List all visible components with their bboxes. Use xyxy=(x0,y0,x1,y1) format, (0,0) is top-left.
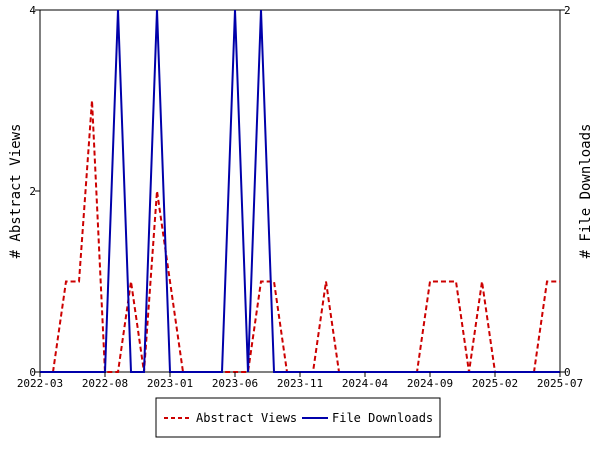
y-tick-label-left: 0 xyxy=(29,366,36,379)
x-axis: 2022-03 2022-08 2023-01 2023-06 2023-11 2024-… xyxy=(17,372,583,390)
legend-label-file-downloads: File Downloads xyxy=(332,411,433,425)
x-tick-label: 2023-06 xyxy=(212,377,258,390)
y-axis-left: 0 2 4 xyxy=(29,4,40,379)
legend: Abstract Views File Downloads xyxy=(155,397,441,438)
x-tick-label: 2024-04 xyxy=(342,377,389,390)
x-tick-label: 2024-09 xyxy=(407,377,453,390)
y-tick-label-right: 0 xyxy=(564,366,571,379)
x-tick-label: 2025-02 xyxy=(472,377,518,390)
legend-label-abstract-views: Abstract Views xyxy=(196,411,297,425)
y-axis-title-left: # Abstract Views xyxy=(8,124,24,259)
y-tick-label-left: 4 xyxy=(29,4,36,17)
y-tick-label-right: 2 xyxy=(564,4,571,17)
x-tick-label: 2022-03 xyxy=(17,377,63,390)
x-tick-label: 2023-01 xyxy=(147,377,193,390)
x-tick-label: 2023-11 xyxy=(277,377,323,390)
y-tick-label-left: 2 xyxy=(29,185,36,198)
x-tick-label: 2022-08 xyxy=(82,377,128,390)
plot-area xyxy=(39,9,561,373)
legend-box xyxy=(155,397,441,438)
series-line-abstract-views xyxy=(52,100,560,373)
y-axis-right: 02 xyxy=(560,4,571,379)
x-tick-label: 2025-07 xyxy=(537,377,583,390)
y-axis-title-right: # File Downloads xyxy=(578,124,594,259)
